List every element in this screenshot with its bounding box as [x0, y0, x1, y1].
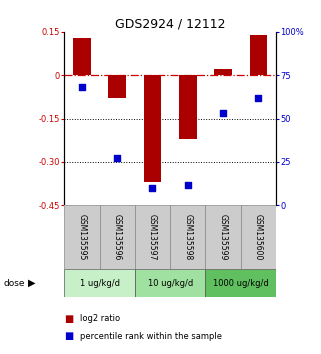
Text: ▶: ▶ [28, 278, 36, 288]
Point [79, 85, 84, 90]
Bar [249, 35, 267, 75]
Text: GSM135600: GSM135600 [254, 214, 263, 261]
Text: GSM135595: GSM135595 [77, 214, 86, 261]
Bar [64, 205, 100, 269]
Bar [100, 205, 135, 269]
Bar [205, 205, 241, 269]
Text: 1 ug/kg/d: 1 ug/kg/d [80, 279, 119, 288]
Bar [241, 205, 276, 269]
Text: dose: dose [3, 279, 25, 288]
Point [150, 185, 155, 191]
Point [115, 156, 120, 161]
Bar [205, 269, 276, 297]
Bar [214, 69, 232, 75]
Text: 10 ug/kg/d: 10 ug/kg/d [148, 279, 193, 288]
Point [185, 182, 190, 187]
Point [221, 110, 226, 116]
Text: log2 ratio: log2 ratio [80, 314, 120, 323]
Text: ■: ■ [64, 331, 74, 341]
Text: GSM135598: GSM135598 [183, 214, 192, 260]
Point [256, 95, 261, 101]
Bar [135, 269, 205, 297]
Bar [64, 269, 135, 297]
Text: GSM135597: GSM135597 [148, 214, 157, 261]
Bar [170, 205, 205, 269]
Bar [108, 75, 126, 98]
Text: GSM135599: GSM135599 [219, 214, 228, 261]
Bar [73, 38, 91, 75]
Title: GDS2924 / 12112: GDS2924 / 12112 [115, 18, 225, 31]
Text: 1000 ug/kg/d: 1000 ug/kg/d [213, 279, 269, 288]
Text: GSM135596: GSM135596 [113, 214, 122, 261]
Bar [135, 205, 170, 269]
Bar [143, 75, 161, 182]
Text: percentile rank within the sample: percentile rank within the sample [80, 332, 222, 341]
Bar [179, 75, 196, 139]
Text: ■: ■ [64, 314, 74, 324]
